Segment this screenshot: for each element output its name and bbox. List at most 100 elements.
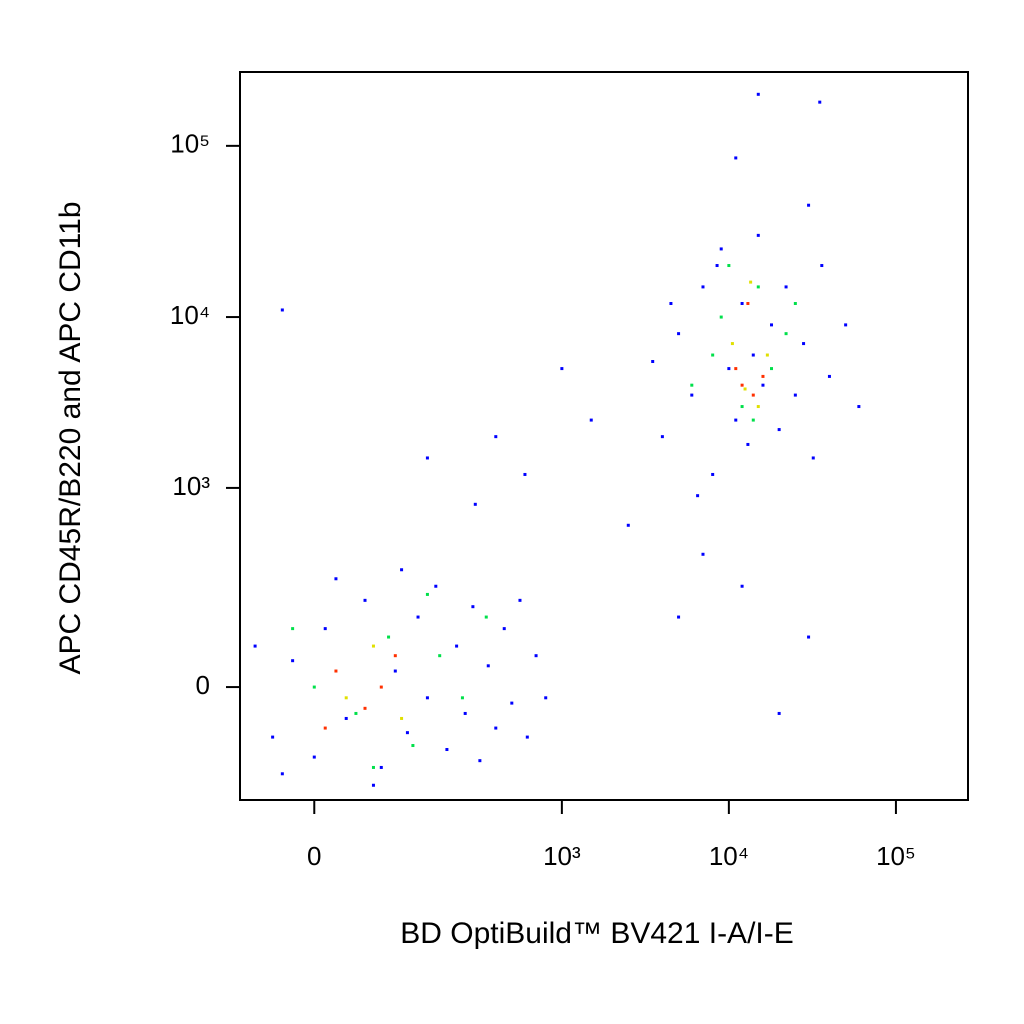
point [312,755,316,759]
point [387,635,391,639]
point [740,302,744,306]
point [751,418,755,422]
point [544,696,548,700]
point [761,383,765,387]
point [425,456,429,460]
point [455,644,459,648]
point [784,332,788,336]
y-tick-label: 10⁵ [170,129,210,159]
y-tick-label: 10³ [172,471,210,501]
point [827,374,831,378]
point [756,285,760,289]
x-tick-label: 10³ [543,841,581,871]
point [525,735,529,739]
point [740,405,744,409]
point [354,711,358,715]
y-tick-label: 10⁴ [170,300,210,330]
point [473,502,477,506]
point [696,494,700,498]
point [363,706,367,710]
x-tick-label: 10⁵ [876,841,916,871]
point [334,577,338,581]
point [719,247,723,251]
point [802,342,806,346]
point [371,783,375,787]
point [445,748,449,752]
point [807,635,811,639]
point [291,627,295,631]
point [534,654,538,658]
point [818,100,822,104]
point [523,472,527,476]
point [280,308,284,312]
point [371,765,375,769]
point [770,367,774,371]
point [761,374,765,378]
point [344,696,348,700]
point [756,405,760,409]
y-tick-label: 0 [196,670,210,700]
point [734,367,738,371]
point [425,696,429,700]
plot-frame [239,71,969,801]
point [434,584,438,588]
point [677,332,681,336]
x-axis-title: BD OptiBuild™ BV421 I-A/I-E [400,917,794,950]
point [393,669,397,673]
point [811,456,815,460]
x-tick-label: 0 [307,841,321,871]
point [711,472,715,476]
point [484,615,488,619]
point [411,744,415,748]
point [371,644,375,648]
point [291,659,295,663]
point [334,669,338,673]
point [740,383,744,387]
point [363,598,367,602]
point [740,584,744,588]
point [690,383,694,387]
point [727,264,731,268]
point [502,627,506,631]
point [743,387,747,391]
point [793,393,797,397]
point [323,627,327,631]
point [784,285,788,289]
point [323,726,327,730]
point [734,156,738,160]
point [463,711,467,715]
point [730,342,734,346]
point [756,233,760,237]
point [820,264,824,268]
point [777,428,781,432]
point [486,664,490,668]
point [715,264,719,268]
point [719,315,723,319]
point [425,592,429,596]
point [589,418,593,422]
point [312,685,316,689]
point [560,367,564,371]
point [518,598,522,602]
point [438,654,442,658]
point [379,685,383,689]
point [344,716,348,720]
point [379,765,383,769]
point [701,552,705,556]
point [626,523,630,527]
point [471,605,475,609]
point [751,393,755,397]
point [857,405,861,409]
point [400,716,404,720]
point [690,393,694,397]
point [510,701,514,705]
point [494,435,498,439]
point [416,615,420,619]
point [393,654,397,658]
point [711,353,715,357]
point [669,302,673,306]
point [751,353,755,357]
point [280,772,284,776]
